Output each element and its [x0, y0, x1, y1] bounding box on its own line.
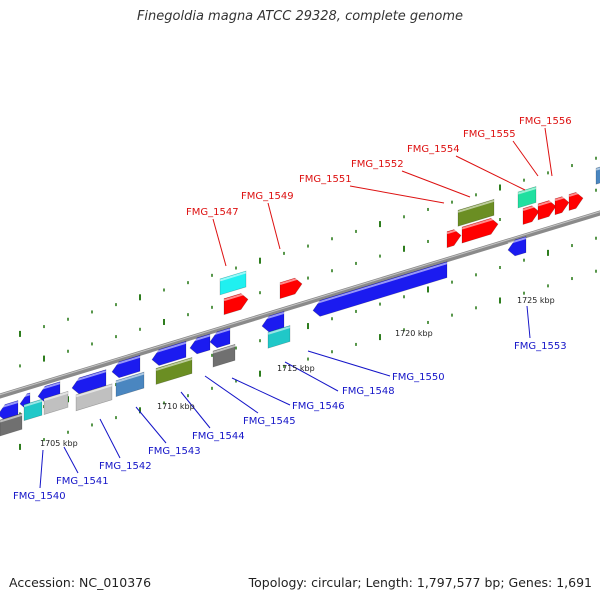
scale-label: 1725 kbp — [517, 296, 555, 305]
gene-feature-highlight — [0, 413, 23, 423]
gene-feature-highlight — [461, 216, 499, 230]
gene-label[interactable]: FMG_1553 — [514, 341, 567, 352]
gene-feature[interactable] — [554, 196, 570, 216]
scale-label: 1705 kbp — [40, 439, 78, 448]
gene-label[interactable]: FMG_1547 — [186, 207, 239, 218]
gene-feature-highlight — [223, 291, 249, 302]
gene-feature[interactable] — [446, 229, 462, 249]
leader-line — [63, 446, 79, 474]
gene-feature-highlight — [71, 370, 107, 383]
gene-feature-highlight — [111, 355, 141, 367]
gene-label[interactable]: FMG_1545 — [243, 416, 296, 427]
gene-feature-highlight — [212, 344, 236, 354]
scale-label: 1720 kbp — [395, 329, 433, 338]
gene-label[interactable]: FMG_1541 — [56, 476, 109, 487]
gene-feature-highlight — [522, 204, 540, 211]
leader-line — [349, 185, 445, 204]
leader-line — [135, 406, 167, 444]
gene-feature-highlight — [279, 276, 303, 286]
gene-label[interactable]: FMG_1550 — [392, 372, 445, 383]
leader-line — [455, 155, 526, 191]
gene-feature-highlight — [189, 334, 211, 343]
leader-line — [39, 449, 44, 489]
gene-feature[interactable] — [75, 383, 113, 412]
gene-feature[interactable] — [219, 270, 247, 296]
accession-text: Accession: NC_010376 — [9, 575, 152, 590]
gene-label[interactable]: FMG_1540 — [13, 491, 66, 502]
gene-label[interactable]: FMG_1551 — [299, 174, 352, 185]
gene-label[interactable]: FMG_1544 — [192, 431, 245, 442]
leader-line — [307, 350, 391, 377]
gene-feature-highlight — [507, 237, 527, 245]
gene-feature[interactable] — [43, 390, 69, 415]
gene-feature-highlight — [312, 262, 448, 305]
gene-label[interactable]: FMG_1542 — [99, 461, 152, 472]
label-leader-lines — [39, 127, 553, 489]
gene-features — [0, 166, 600, 437]
gene-feature[interactable] — [115, 371, 145, 398]
gene-label[interactable]: FMG_1555 — [463, 129, 516, 140]
gene-feature-highlight — [267, 326, 291, 335]
leader-line — [231, 377, 291, 406]
gene-feature[interactable] — [568, 191, 584, 211]
gene-feature-highlight — [43, 391, 69, 402]
gene-label[interactable]: FMG_1549 — [241, 191, 294, 202]
gene-feature-highlight — [155, 357, 193, 371]
leader-line — [526, 305, 531, 339]
leader-line — [99, 418, 121, 459]
gene-label[interactable]: FMG_1548 — [342, 386, 395, 397]
leader-line — [204, 375, 259, 414]
leader-line — [512, 140, 539, 177]
gene-feature-highlight — [219, 271, 247, 282]
gene-feature-highlight — [537, 198, 557, 207]
gene-feature-highlight — [75, 384, 113, 398]
gene-feature-highlight — [457, 199, 495, 213]
leader-line — [401, 170, 471, 198]
gene-feature[interactable] — [461, 217, 499, 244]
backbone-line — [0, 210, 600, 399]
gene-feature-highlight — [554, 194, 570, 202]
leader-line — [267, 202, 281, 250]
gene-feature-highlight — [23, 399, 43, 408]
leader-line — [212, 218, 227, 267]
genome-backbone — [0, 210, 600, 399]
scale-labels: 1705 kbp 1710 kbp 1715 kbp 1720 kbp 1725… — [40, 296, 555, 448]
gene-feature[interactable] — [155, 357, 193, 385]
gene-labels: FMG_1540 FMG_1541 FMG_1542 FMG_1543 FMG_… — [13, 116, 572, 502]
genome-summary-text: Topology: circular; Length: 1,797,577 bp… — [248, 575, 592, 590]
gene-feature-highlight — [151, 341, 187, 355]
scale-label: 1710 kbp — [157, 402, 195, 411]
gene-feature[interactable] — [522, 205, 540, 225]
gene-feature[interactable] — [537, 200, 557, 221]
gene-label[interactable]: FMG_1552 — [351, 159, 404, 170]
gene-feature-highlight — [595, 167, 600, 171]
gene-label[interactable]: FMG_1546 — [292, 401, 345, 412]
backbone-highlight — [0, 211, 600, 396]
gene-feature-highlight — [517, 187, 537, 195]
gene-feature-highlight — [115, 372, 145, 384]
gene-feature-highlight — [446, 227, 462, 235]
gene-feature-highlight — [209, 328, 231, 337]
gene-feature-highlight — [568, 190, 584, 197]
gene-label[interactable]: FMG_1556 — [519, 116, 572, 127]
gene-feature-highlight — [19, 393, 31, 399]
leader-line — [544, 127, 553, 177]
gene-label[interactable]: FMG_1554 — [407, 144, 460, 155]
gene-feature-highlight — [261, 311, 285, 321]
genome-title: Finegoldia magna ATCC 29328, complete ge… — [136, 9, 464, 24]
gene-feature[interactable] — [595, 166, 600, 185]
gene-feature-highlight — [37, 382, 61, 391]
scale-label: 1715 kbp — [277, 364, 315, 373]
gene-feature[interactable] — [457, 198, 495, 227]
gene-label[interactable]: FMG_1543 — [148, 446, 201, 457]
gene-feature-highlight — [0, 401, 19, 409]
leader-line — [284, 361, 339, 392]
leader-line — [180, 391, 211, 429]
